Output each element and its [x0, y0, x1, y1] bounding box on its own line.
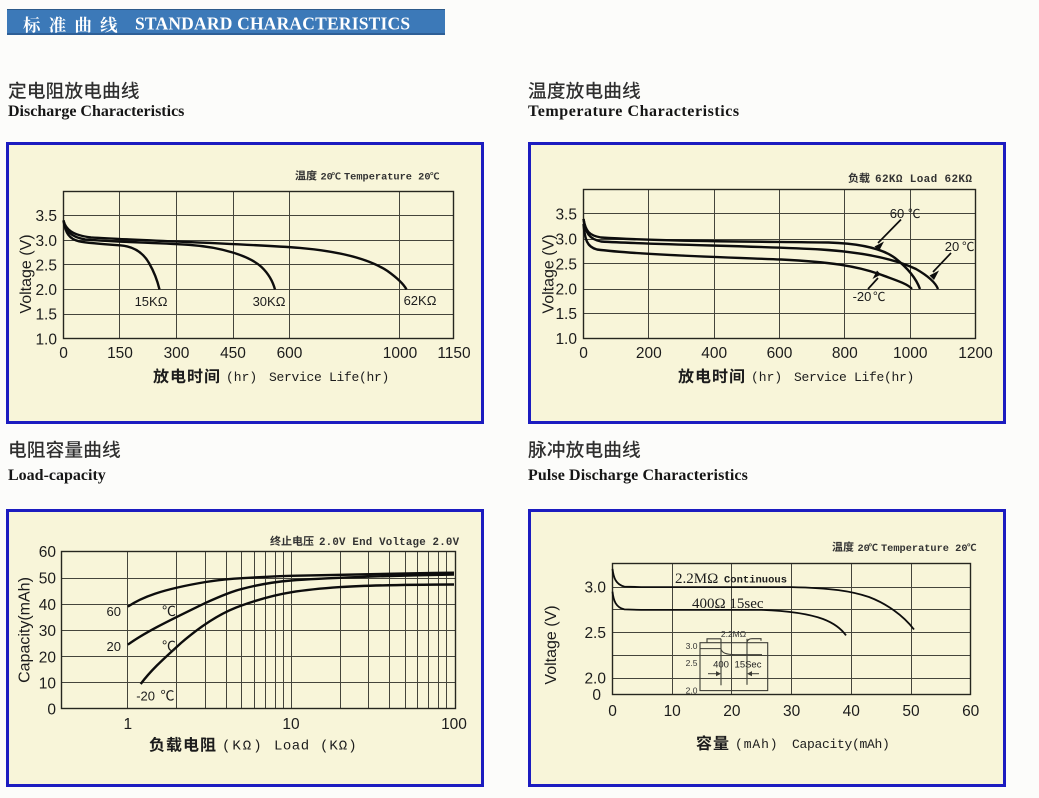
svg-text:2.5: 2.5 — [555, 257, 577, 274]
svg-text:Voltage (V): Voltage (V) — [543, 605, 560, 684]
svg-text:600: 600 — [767, 345, 793, 362]
svg-text:Discharge Characteristics: Discharge Characteristics — [8, 103, 184, 120]
svg-text:2.0: 2.0 — [686, 686, 698, 696]
svg-text:20: 20 — [39, 650, 57, 667]
svg-text:1200: 1200 — [958, 345, 993, 362]
svg-text:60: 60 — [39, 544, 57, 561]
svg-text:40: 40 — [39, 597, 57, 614]
svg-text:450: 450 — [220, 345, 246, 362]
svg-text:2.0: 2.0 — [35, 282, 57, 299]
svg-text:62KΩ Load 62KΩ: 62KΩ Load 62KΩ — [875, 174, 972, 186]
svg-text:600: 600 — [277, 345, 303, 362]
svg-text:400: 400 — [701, 345, 727, 362]
svg-text:STANDARD CHARACTERISTICS: STANDARD CHARACTERISTICS — [135, 14, 410, 34]
svg-text:100: 100 — [441, 716, 467, 733]
svg-text:2.5: 2.5 — [686, 658, 698, 668]
svg-text:3.5: 3.5 — [35, 208, 57, 225]
svg-text:Temperature Characteristics: Temperature Characteristics — [528, 103, 740, 120]
svg-text:-20: -20 — [136, 689, 155, 704]
svg-text:3.0: 3.0 — [584, 580, 606, 597]
svg-text:30: 30 — [783, 703, 801, 720]
svg-text:60: 60 — [890, 206, 904, 221]
svg-text:(KΩ): (KΩ) — [222, 739, 264, 755]
svg-text:60: 60 — [107, 604, 121, 619]
svg-text:1150: 1150 — [437, 345, 471, 362]
svg-text:1.5: 1.5 — [35, 307, 57, 324]
svg-text:0: 0 — [47, 701, 56, 718]
svg-text:10: 10 — [282, 716, 300, 733]
svg-text:2.0: 2.0 — [584, 671, 606, 688]
svg-text:1.5: 1.5 — [555, 306, 577, 323]
svg-text:2.0V End Voltage 2.0V: 2.0V End Voltage 2.0V — [319, 537, 460, 549]
svg-text:Service Life(hr): Service Life(hr) — [794, 370, 914, 385]
svg-text:1: 1 — [123, 716, 132, 733]
svg-text:0: 0 — [608, 703, 617, 720]
svg-text:Load-capacity: Load-capacity — [8, 467, 106, 484]
svg-text:Capacity(mAh): Capacity(mAh) — [792, 737, 890, 752]
svg-text:Continuous: Continuous — [724, 575, 787, 587]
svg-text:62KΩ: 62KΩ — [404, 293, 437, 308]
svg-text:Temperature 20: Temperature 20 — [344, 172, 431, 184]
svg-text:800: 800 — [832, 345, 858, 362]
svg-text:3.0: 3.0 — [686, 641, 698, 651]
svg-text:(hr): (hr) — [751, 370, 782, 385]
svg-text:2.5: 2.5 — [584, 625, 606, 642]
svg-text:1000: 1000 — [893, 345, 928, 362]
svg-text:(KΩ): (KΩ) — [320, 739, 358, 755]
svg-text:20: 20 — [858, 543, 870, 555]
svg-text:60: 60 — [962, 703, 980, 720]
svg-text:3.0: 3.0 — [555, 232, 577, 249]
svg-text:50: 50 — [902, 703, 920, 720]
svg-text:50: 50 — [39, 571, 57, 588]
svg-text:300: 300 — [164, 345, 190, 362]
svg-text:Voltage (V): Voltage (V) — [541, 234, 558, 313]
svg-text:0: 0 — [59, 345, 68, 362]
svg-text:40: 40 — [843, 703, 861, 720]
svg-text:2.5: 2.5 — [35, 257, 57, 274]
svg-text:400Ω 15sec: 400Ω 15sec — [692, 596, 764, 612]
svg-text:(hr): (hr) — [226, 370, 257, 385]
svg-text:10: 10 — [39, 676, 57, 693]
svg-text:1000: 1000 — [383, 345, 418, 362]
svg-text:3.0: 3.0 — [35, 233, 57, 250]
svg-text:0: 0 — [592, 687, 601, 704]
svg-text:10: 10 — [664, 703, 682, 720]
svg-text:150: 150 — [107, 345, 133, 362]
svg-text:30KΩ: 30KΩ — [253, 294, 286, 309]
svg-text:200: 200 — [636, 345, 662, 362]
svg-text:2.2MΩ: 2.2MΩ — [675, 571, 718, 587]
svg-text:15Sec: 15Sec — [735, 660, 762, 671]
svg-text:Service Life(hr): Service Life(hr) — [269, 370, 389, 385]
svg-text:1.0: 1.0 — [35, 331, 57, 348]
svg-text:-20: -20 — [853, 289, 872, 304]
svg-text:Voltage (V): Voltage (V) — [18, 234, 35, 313]
svg-text:Temperature 20: Temperature 20 — [881, 543, 968, 555]
svg-text:15KΩ: 15KΩ — [135, 294, 168, 309]
svg-text:20: 20 — [723, 703, 741, 720]
svg-text:Capacity(mAh): Capacity(mAh) — [17, 577, 34, 683]
svg-text:3.5: 3.5 — [555, 207, 577, 224]
svg-text:Pulse Discharge Characteristic: Pulse Discharge Characteristics — [528, 467, 748, 484]
svg-text:20: 20 — [107, 639, 121, 654]
svg-text:20: 20 — [945, 239, 959, 254]
svg-text:1.0: 1.0 — [555, 331, 577, 348]
svg-text:Load: Load — [274, 739, 310, 755]
svg-text:2.2MΩ: 2.2MΩ — [721, 629, 746, 639]
svg-text:2.0: 2.0 — [555, 282, 577, 299]
svg-text:(mAh): (mAh) — [735, 737, 779, 752]
svg-text:20: 20 — [321, 172, 333, 184]
svg-text:30: 30 — [39, 623, 57, 640]
svg-text:0: 0 — [579, 345, 588, 362]
